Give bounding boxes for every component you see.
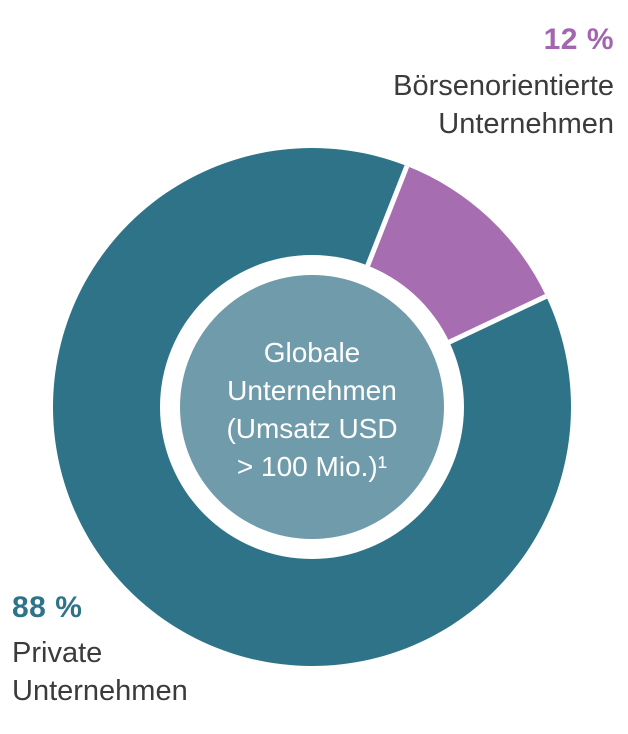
- slice-label-publicly-listed-line2: Unternehmen: [438, 108, 614, 140]
- center-label-line4: > 100 Mio.)¹: [236, 451, 388, 482]
- slice-label-publicly-listed-line1: Börsenorientierte: [393, 70, 614, 102]
- callout-publicly-listed: 12 % Börsenorientierte Unternehmen: [393, 23, 614, 143]
- callout-private: 88 % Private Unternehmen: [12, 591, 188, 710]
- percent-value-publicly-listed: 12 %: [543, 23, 614, 56]
- donut-center-label: Globale Unternehmen (Umsatz USD > 100 Mi…: [226, 334, 397, 486]
- slice-label-private-line2: Unternehmen: [12, 675, 188, 707]
- donut-inner-circle: [180, 275, 444, 539]
- slice-label-private-line1: Private: [12, 637, 103, 669]
- center-label-line1: Globale: [263, 337, 361, 368]
- center-label-line3: (Umsatz USD: [226, 413, 398, 444]
- center-label-line2: Unternehmen: [227, 375, 397, 406]
- percent-value-private: 88 %: [12, 591, 83, 624]
